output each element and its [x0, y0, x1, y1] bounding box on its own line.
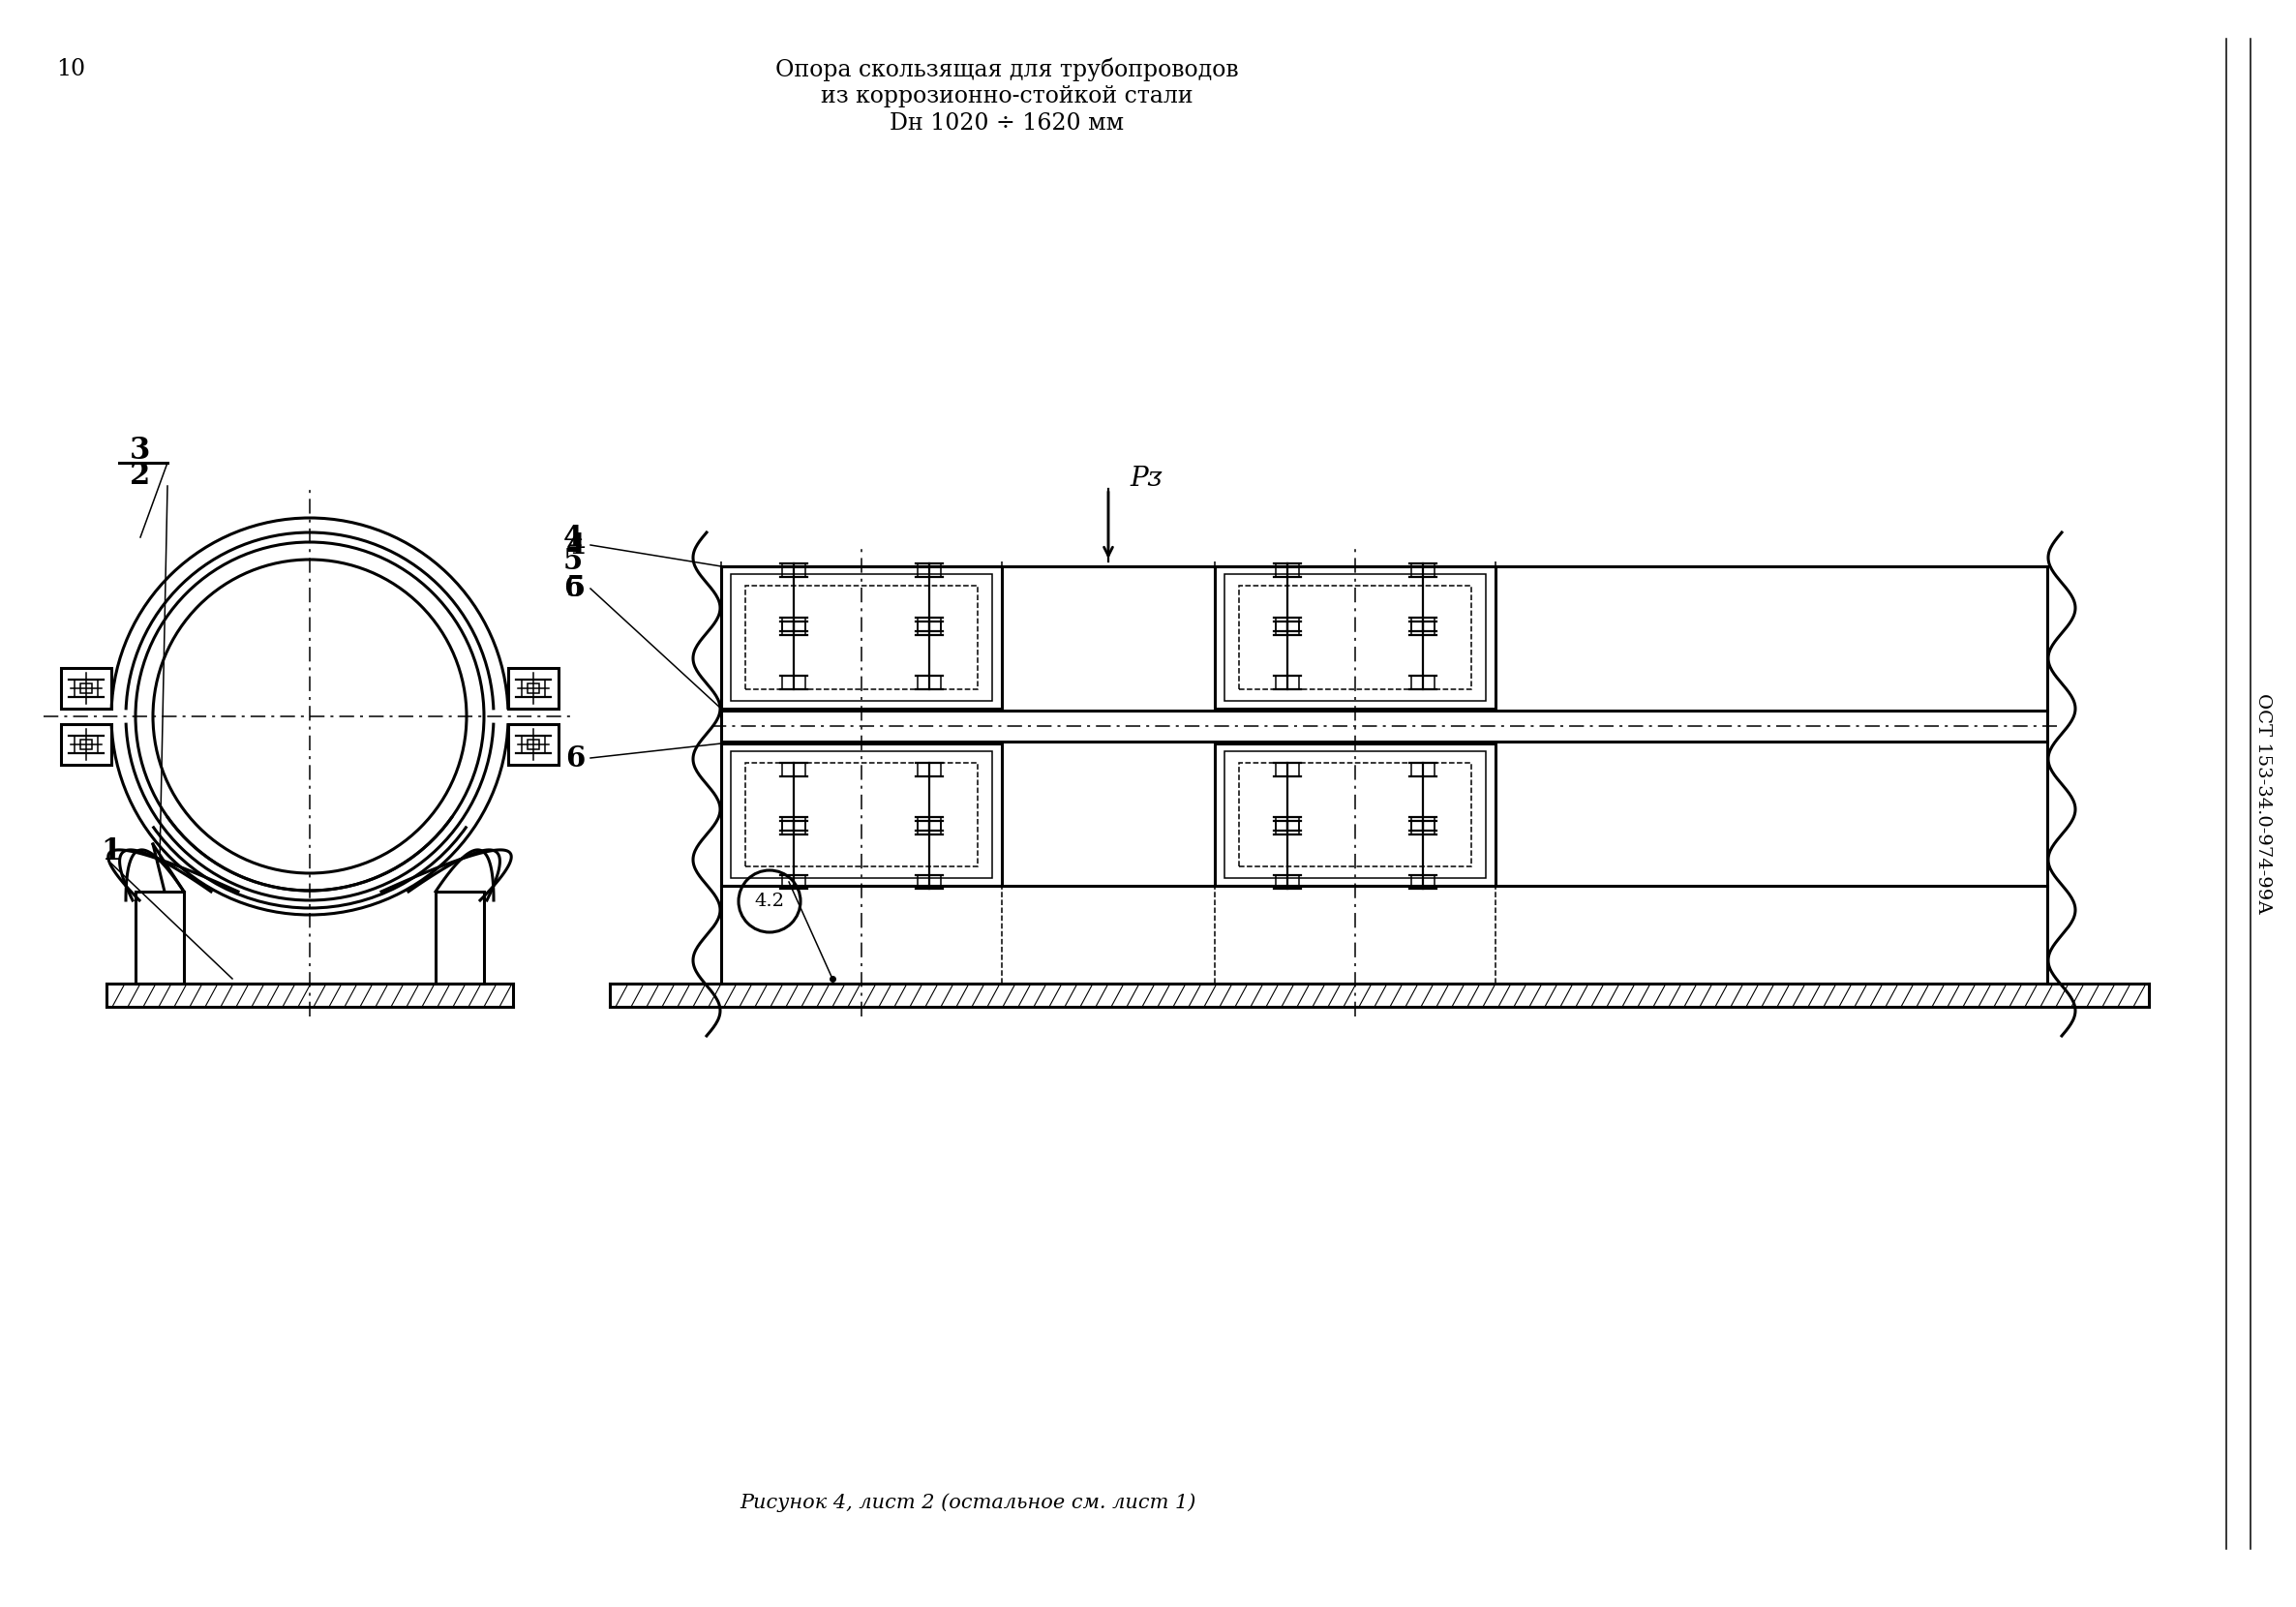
Bar [783, 821, 806, 834]
Bar [783, 876, 806, 889]
Bar [62, 725, 110, 765]
Bar [783, 617, 806, 632]
Bar [1277, 816, 1300, 831]
Bar [918, 816, 941, 831]
Bar [783, 564, 806, 577]
Bar [783, 816, 806, 831]
Text: 3: 3 [131, 435, 152, 464]
Bar [746, 585, 978, 689]
Bar [1240, 763, 1472, 866]
Bar [918, 821, 941, 834]
Bar [1277, 617, 1300, 632]
Text: 5: 5 [563, 548, 583, 575]
Bar [1277, 876, 1300, 889]
Text: 6: 6 [563, 574, 583, 601]
Bar [62, 669, 110, 709]
Bar [1215, 566, 1495, 709]
Text: 4: 4 [565, 530, 585, 559]
Bar [1277, 564, 1300, 577]
Bar [1240, 585, 1472, 689]
Text: Опора скользящая для трубопроводов: Опора скользящая для трубопроводов [776, 58, 1238, 82]
Bar [528, 683, 540, 693]
Bar [783, 675, 806, 689]
Text: 6: 6 [565, 744, 585, 771]
Bar [721, 566, 1001, 709]
Bar [1412, 763, 1435, 776]
Bar [918, 876, 941, 889]
Bar [918, 763, 941, 776]
Text: 4.2: 4.2 [755, 892, 785, 910]
Text: 4: 4 [563, 524, 583, 551]
Bar [521, 680, 544, 697]
Bar [918, 617, 941, 632]
Bar [918, 675, 941, 689]
Bar [80, 739, 92, 749]
Bar [507, 669, 558, 709]
Bar [1277, 675, 1300, 689]
Bar [1277, 821, 1300, 834]
Bar [783, 622, 806, 635]
Bar [783, 763, 806, 776]
Bar [1412, 821, 1435, 834]
Bar [528, 739, 540, 749]
Bar [507, 725, 558, 765]
Bar [80, 683, 92, 693]
Text: Pᴣ: Pᴣ [1130, 466, 1162, 492]
Bar [1277, 763, 1300, 776]
Bar [1412, 876, 1435, 889]
Text: из коррозионно-стойкой стали: из коррозионно-стойкой стали [820, 85, 1194, 108]
Text: Рисунок 4, лист 2 (остальное см. лист 1): Рисунок 4, лист 2 (остальное см. лист 1) [739, 1493, 1196, 1512]
Bar [730, 574, 992, 701]
Bar [73, 680, 99, 697]
Bar [1412, 675, 1435, 689]
Bar [1412, 622, 1435, 635]
Bar [730, 750, 992, 877]
Bar [1412, 564, 1435, 577]
Bar [1215, 744, 1495, 885]
Bar [918, 622, 941, 635]
Bar [521, 736, 544, 754]
Bar [918, 564, 941, 577]
Bar [1277, 622, 1300, 635]
Bar [721, 744, 1001, 885]
Text: 5: 5 [567, 575, 585, 603]
Bar [73, 736, 99, 754]
Text: 10: 10 [55, 58, 85, 80]
Bar [1224, 750, 1486, 877]
Bar [1412, 617, 1435, 632]
Text: ОСТ 153-34.0-974-99А: ОСТ 153-34.0-974-99А [2255, 693, 2271, 914]
Text: 2: 2 [131, 461, 152, 492]
Bar [1224, 574, 1486, 701]
Bar [1412, 816, 1435, 831]
Text: Dн 1020 ÷ 1620 мм: Dн 1020 ÷ 1620 мм [889, 112, 1123, 135]
Text: 1: 1 [101, 837, 122, 866]
Bar [746, 763, 978, 866]
